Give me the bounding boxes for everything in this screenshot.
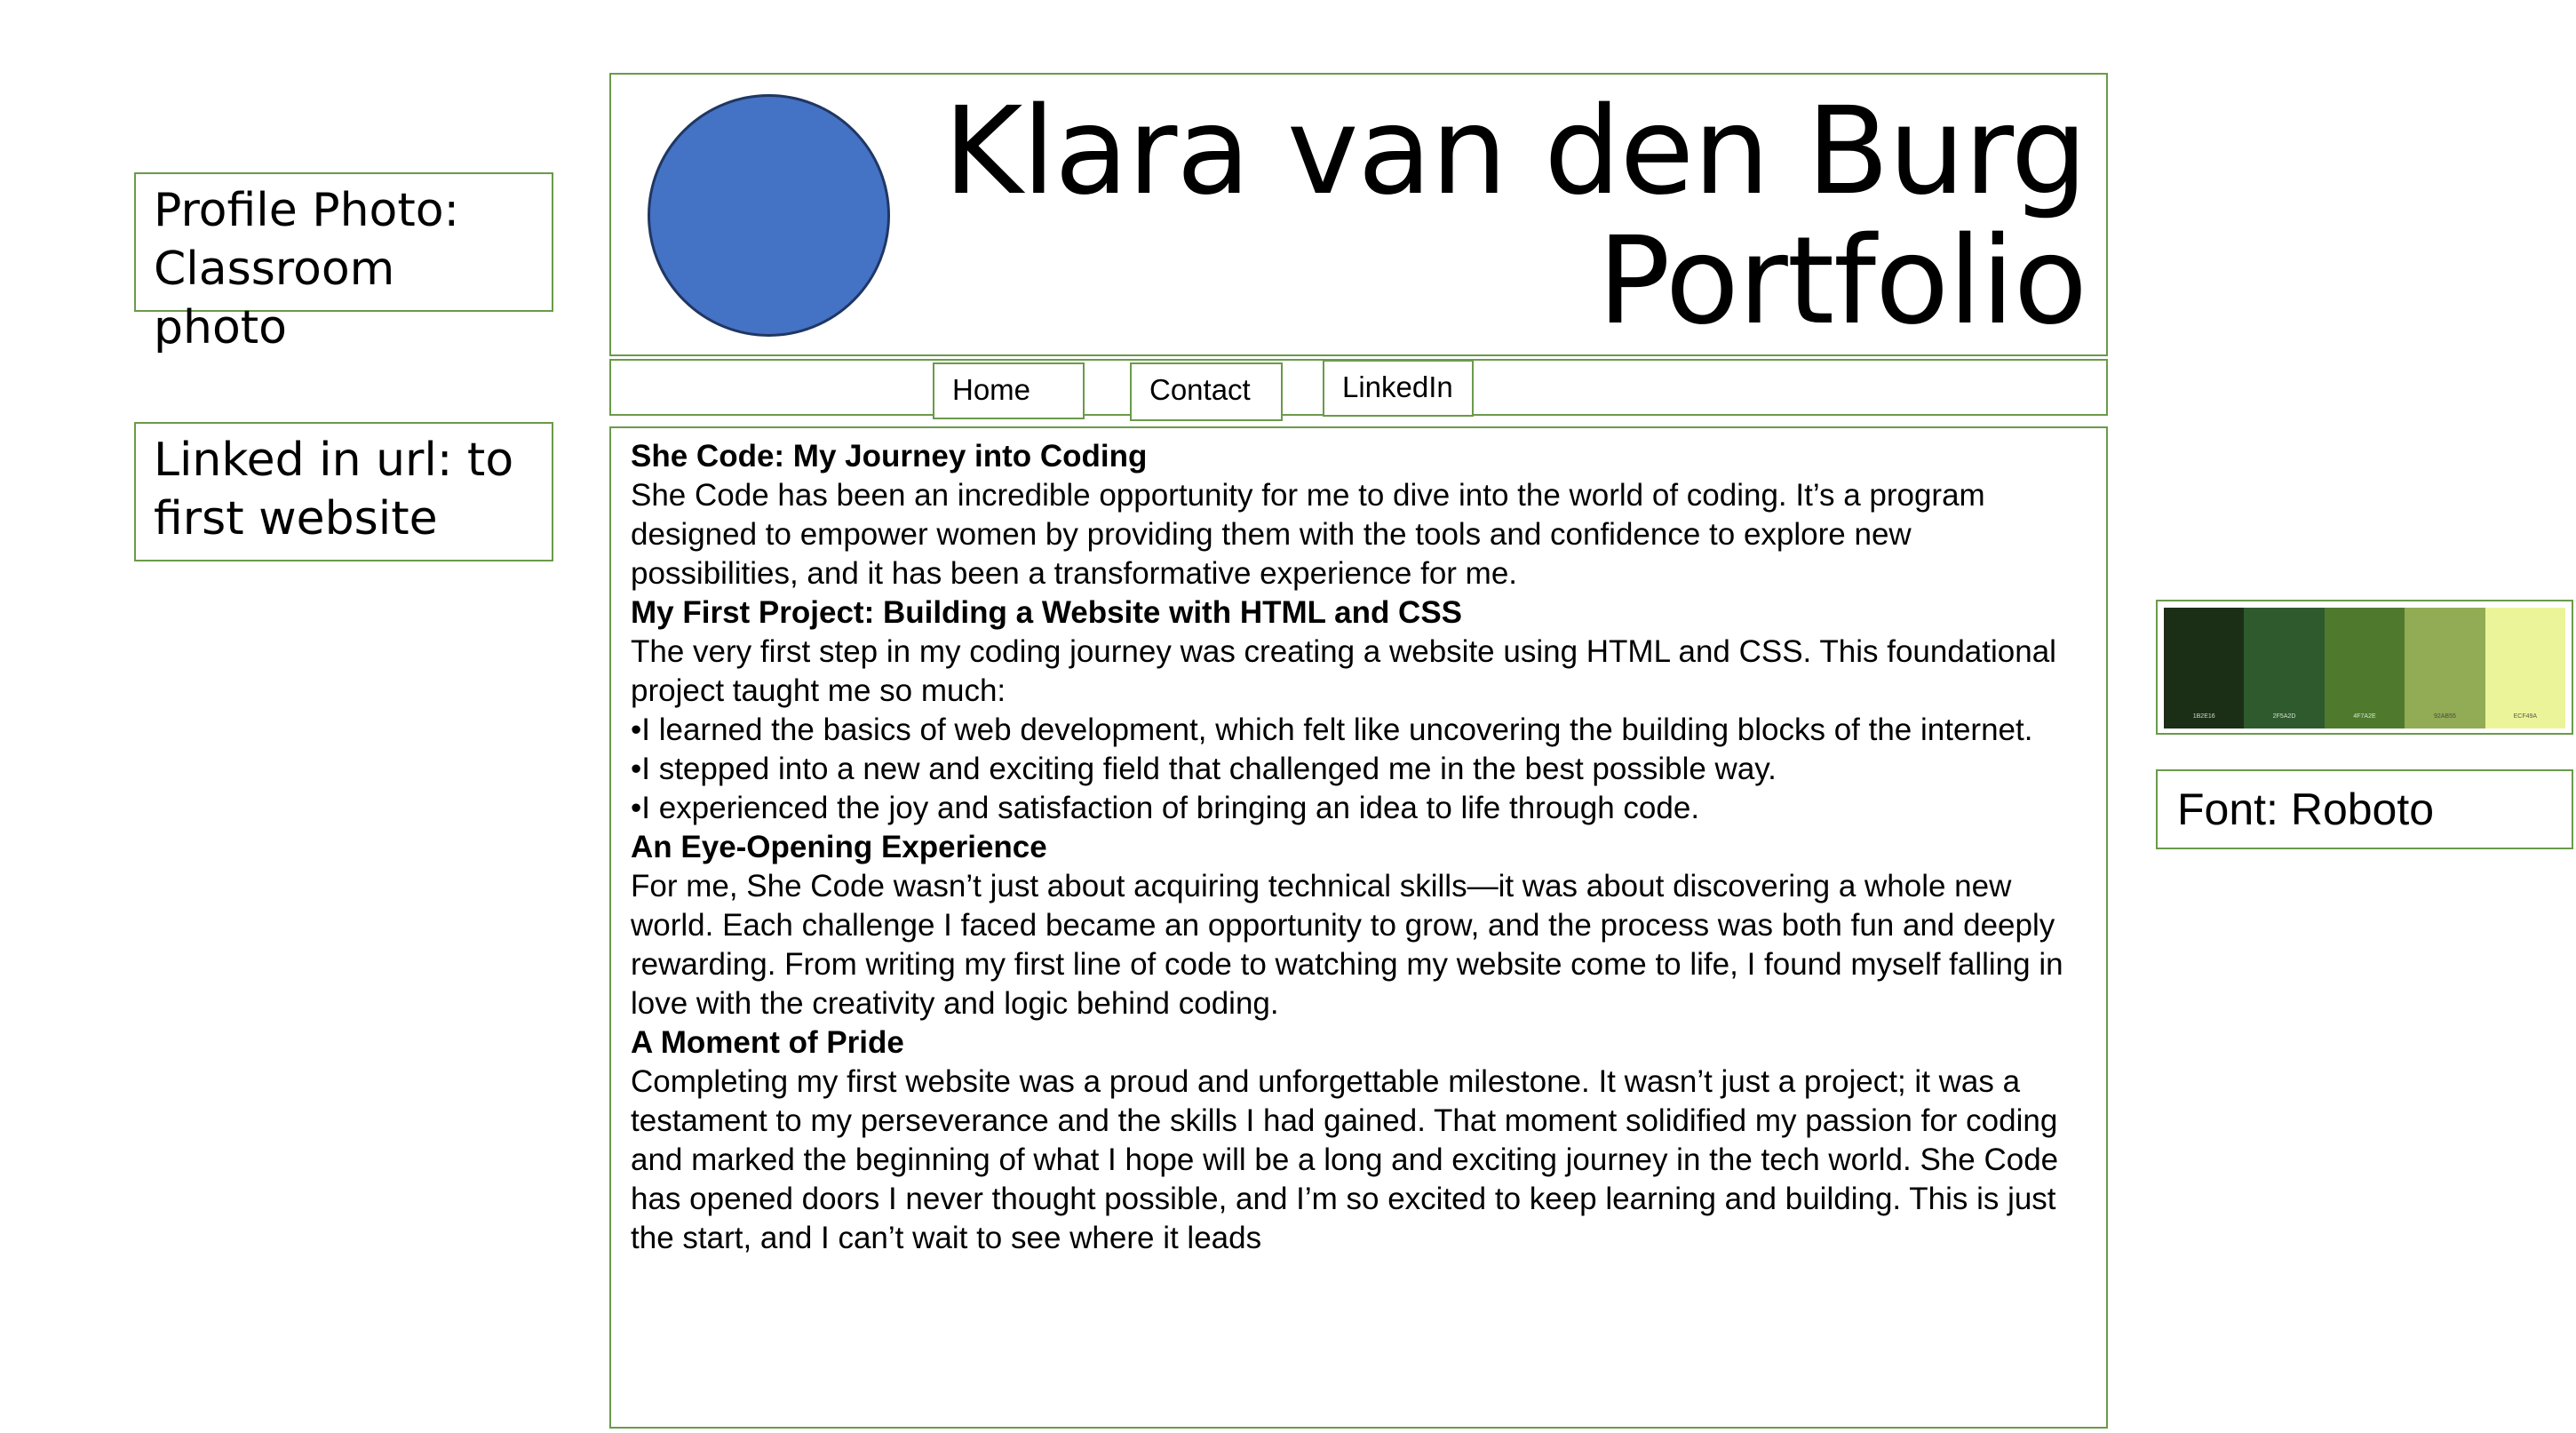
paragraph: For me, She Code wasn’t just about acqui…	[631, 869, 2063, 1021]
paragraph: The very first step in my coding journey…	[631, 634, 2056, 708]
bullet-item: •I learned the basics of web development…	[631, 713, 2033, 747]
palette-swatches: 1B2E16 2F5A2D 4F7A2E 92AB55 ECF49A	[2164, 608, 2566, 728]
paragraph: She Code has been an incredible opportun…	[631, 478, 1985, 591]
section-heading: An Eye-Opening Experience	[631, 830, 1047, 864]
nav-contact-button[interactable]: Contact	[1130, 362, 1283, 421]
color-swatch: 1B2E16	[2164, 608, 2245, 728]
section-heading: My First Project: Building a Website wit…	[631, 595, 1463, 630]
swatch-label: 1B2E16	[2192, 713, 2215, 720]
avatar	[648, 94, 890, 337]
bullet-item: •I experienced the joy and satisfaction …	[631, 791, 1700, 825]
color-swatch: 92AB55	[2405, 608, 2485, 728]
swatch-label: 4F7A2E	[2353, 713, 2376, 720]
swatch-label: ECF49A	[2513, 713, 2538, 720]
color-swatch: 4F7A2E	[2324, 608, 2405, 728]
header: Klara van den Burg Portfolio	[609, 73, 2108, 356]
section-heading: A Moment of Pride	[631, 1025, 904, 1060]
main-content: She Code: My Journey into Coding She Cod…	[609, 426, 2108, 1429]
swatch-label: 92AB55	[2433, 713, 2456, 720]
color-swatch: 2F5A2D	[2244, 608, 2325, 728]
color-swatch: ECF49A	[2485, 608, 2566, 728]
article: She Code: My Journey into Coding She Cod…	[631, 437, 2087, 1258]
nav-linkedin-button[interactable]: LinkedIn	[1323, 360, 1474, 417]
nav-bar: Home Contact LinkedIn	[609, 359, 2108, 421]
page-title: Klara van den Burg Portfolio	[943, 82, 2087, 352]
note-profile-photo: Profile Photo: Classroom photo	[134, 172, 553, 354]
note-font: Font: Roboto	[2156, 769, 2573, 849]
swatch-label: 2F5A2D	[2272, 713, 2296, 720]
note-linkedin-url: Linked in url: to first website	[134, 422, 553, 561]
paragraph: Completing my first website was a proud …	[631, 1064, 2059, 1255]
nav-home-button[interactable]: Home	[933, 362, 1085, 419]
section-heading: She Code: My Journey into Coding	[631, 439, 1148, 474]
color-palette: 1B2E16 2F5A2D 4F7A2E 92AB55 ECF49A	[2156, 600, 2573, 735]
bullet-item: •I stepped into a new and exciting field…	[631, 752, 1777, 786]
